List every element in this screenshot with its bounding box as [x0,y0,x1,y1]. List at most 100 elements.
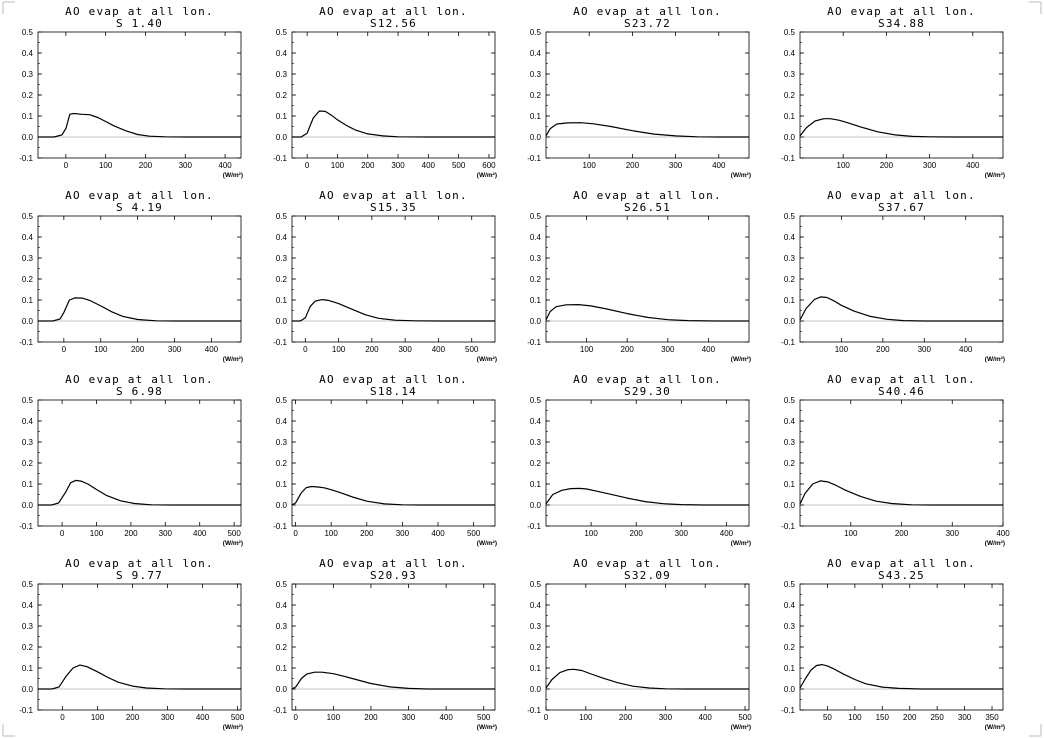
x-tick-label: 400 [439,713,453,722]
y-tick-label: 0.2 [22,643,34,652]
y-tick-label: -0.1 [273,154,287,163]
y-tick-label: -0.1 [19,522,33,531]
y-tick-label: 0.3 [530,622,542,631]
x-tick-label: 100 [324,529,338,538]
x-unit-label: (W/m²) [731,724,751,731]
series-line [545,304,749,322]
x-tick-label: 500 [738,713,752,722]
x-tick-label: 200 [361,161,375,170]
series-line [38,112,241,138]
chart-subtitle: S37.67 [878,201,925,214]
y-tick-label: 0.3 [530,438,542,447]
y-tick-label: 0.0 [276,133,288,142]
y-tick-label: 0.0 [22,133,34,142]
y-tick-label: 0.2 [530,643,542,652]
x-unit-label: (W/m²) [731,540,751,547]
y-tick-label: 0.4 [276,233,288,242]
x-tick-label: 500 [231,713,245,722]
y-tick-label: 0.5 [530,212,542,221]
x-tick-label: 400 [205,345,219,354]
x-tick-label: 0 [305,161,310,170]
x-tick-label: 0 [544,713,549,722]
y-tick-label: 0.5 [530,396,542,405]
x-tick-label: 500 [465,345,479,354]
x-tick-label: 300 [402,713,416,722]
x-tick-label: 200 [365,345,379,354]
y-tick-label: 0.1 [784,664,796,673]
y-tick-label: -0.1 [781,154,795,163]
y-tick-label: 0.1 [784,112,796,121]
chart-subtitle: S18.14 [370,385,417,398]
y-tick-label: 0.1 [276,664,288,673]
y-tick-label: 0.0 [530,685,542,694]
y-tick-label: 0.4 [784,601,796,610]
y-tick-label: 0.4 [276,601,288,610]
x-unit-label: (W/m²) [477,356,497,363]
x-tick-label: 300 [398,345,412,354]
y-tick-label: 0.4 [22,417,34,426]
chart-subtitle: S 1.40 [116,17,163,30]
chart-subtitle: S40.46 [878,385,925,398]
x-tick-label: 200 [364,713,378,722]
x-tick-label: 0 [62,345,67,354]
plot-frame [291,31,496,159]
chart-panel: AO evap at all lon.S15.35 -0.1 0.0 0.1 0.2 0.… [273,189,497,363]
x-unit-label: (W/m²) [477,540,497,547]
plot-frame [545,215,750,343]
y-tick-label: 0.4 [276,49,288,58]
chart-title: AO evap at all lon. [65,5,214,18]
plot-frame [545,583,750,711]
plot-frame [37,31,242,159]
x-tick-label: 200 [131,345,145,354]
x-tick-label: 200 [126,713,140,722]
x-tick-label: 100 [835,345,849,354]
crop-mark [1029,1,1042,14]
x-tick-label: 200 [626,161,640,170]
y-tick-label: 0.3 [530,70,542,79]
x-tick-label: 300 [946,529,960,538]
chart-title: AO evap at all lon. [827,5,976,18]
y-tick-label: 0.1 [276,480,288,489]
x-tick-label: 100 [91,713,105,722]
chart-panel: AO evap at all lon.S37.67 -0.1 0.0 0.1 0.2 0.… [781,189,1005,363]
chart-title: AO evap at all lon. [573,5,722,18]
y-tick-label: -0.1 [527,706,541,715]
chart-panel: AO evap at all lon.S 9.77 -0.1 0.0 0.1 0.2 0.… [19,557,245,731]
x-tick-label: 350 [985,713,999,722]
series-line [292,110,495,138]
chart-title: AO evap at all lon. [573,557,722,570]
chart-title: AO evap at all lon. [65,373,214,386]
y-tick-label: -0.1 [19,154,33,163]
x-unit-label: (W/m²) [731,356,751,363]
y-tick-label: 0.2 [530,275,542,284]
chart-title: AO evap at all lon. [573,373,722,386]
x-tick-label: 400 [966,161,980,170]
x-tick-label: 100 [848,713,862,722]
y-tick-label: 0.0 [276,685,288,694]
y-tick-label: 0.4 [530,601,542,610]
y-tick-label: 0.0 [530,501,542,510]
x-tick-label: 300 [391,161,405,170]
chart-panel: AO evap at all lon.S20.93 -0.1 0.0 0.1 0.2 0.… [273,557,497,731]
chart-title: AO evap at all lon. [319,373,468,386]
x-tick-label: 300 [661,345,675,354]
series-line [38,297,241,322]
chart-title: AO evap at all lon. [65,557,214,570]
x-unit-label: (W/m²) [985,356,1005,363]
y-tick-label: 0.5 [784,212,796,221]
chart-panel: AO evap at all lon.S29.30 -0.1 0.0 0.1 0.2 0.… [527,373,751,547]
x-tick-label: 200 [895,529,909,538]
y-tick-label: 0.2 [784,275,796,284]
plot-frame [37,583,242,711]
y-tick-label: 0.2 [22,275,34,284]
x-tick-label: 500 [452,161,466,170]
x-unit-label: (W/m²) [985,172,1005,179]
y-tick-label: 0.1 [22,480,34,489]
chart-subtitle: S12.56 [370,17,417,30]
x-tick-label: 100 [332,345,346,354]
x-tick-label: 300 [159,529,173,538]
y-tick-label: 0.1 [276,112,288,121]
y-tick-label: 0.2 [784,459,796,468]
y-tick-label: -0.1 [19,338,33,347]
x-tick-label: 100 [327,713,341,722]
